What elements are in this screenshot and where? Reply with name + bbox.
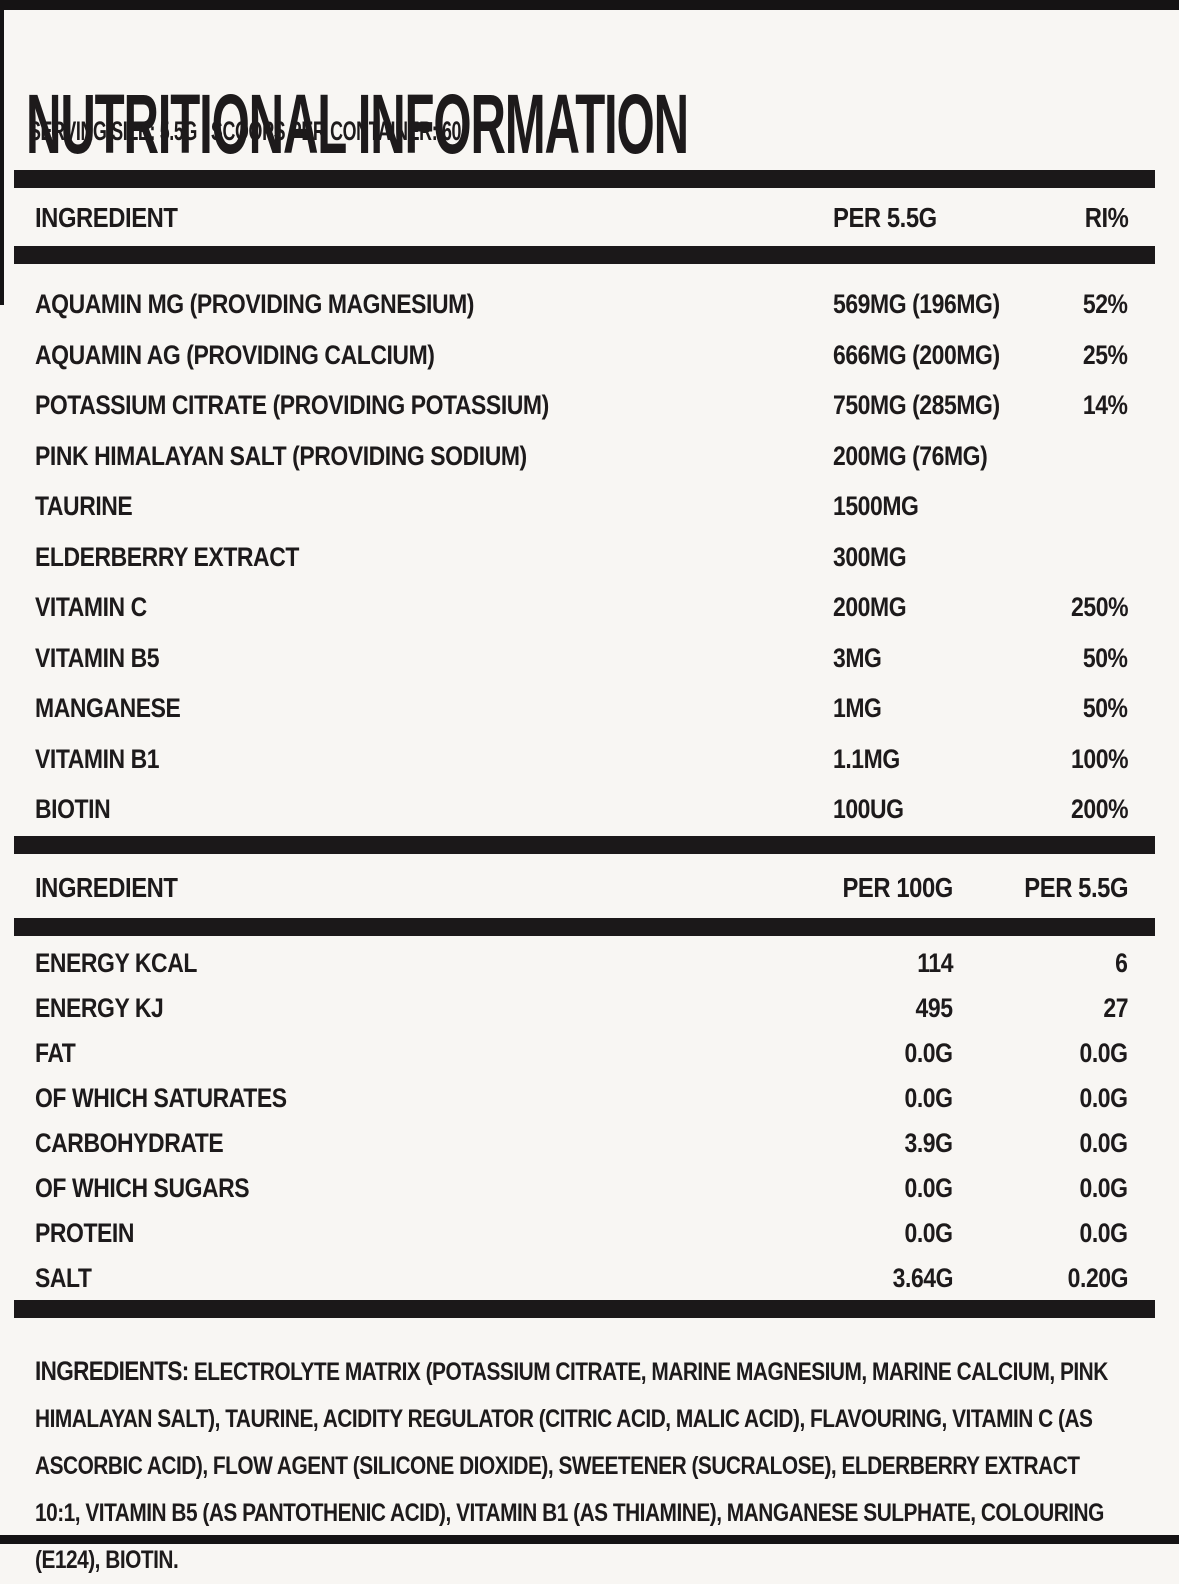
ingredient-amount: 750MG (285MG)	[833, 390, 1000, 421]
ingredient-name: TAURINE	[35, 491, 133, 522]
table1-header: INGREDIENT PER 5.5G RI%	[35, 190, 1128, 246]
ingredient-amount: 200MG (76MG)	[833, 440, 988, 471]
nutrient-name: ENERGY KJ	[35, 993, 164, 1024]
ingredient-amount: 200MG	[833, 592, 907, 623]
table-row: AQUAMIN MG (PROVIDING MAGNESIUM) 569MG (…	[35, 279, 1128, 330]
nutrient-name: OF WHICH SATURATES	[35, 1083, 287, 1114]
nutrient-per-5-5g: 0.0G	[1079, 1173, 1128, 1204]
nutrient-per-100g: 3.64G	[892, 1263, 954, 1294]
table-row: VITAMIN B1 1.1MG 100%	[35, 734, 1128, 785]
ingredient-amount: 1MG	[833, 693, 882, 724]
table-row: VITAMIN B5 3MG 50%	[35, 633, 1128, 684]
bottom-border-bar	[0, 1535, 1179, 1544]
table-row: AQUAMIN AG (PROVIDING CALCIUM) 666MG (20…	[35, 330, 1128, 381]
nutrient-per-5-5g: 0.0G	[1079, 1128, 1128, 1159]
nutrient-per-5-5g: 0.20G	[1067, 1263, 1129, 1294]
ingredient-amount: 100UG	[833, 794, 904, 825]
nutrient-name: PROTEIN	[35, 1218, 135, 1249]
column-ingredient: INGREDIENT	[35, 872, 178, 904]
nutrient-name: CARBOHYDRATE	[35, 1128, 224, 1159]
ingredient-name: ELDERBERRY EXTRACT	[35, 541, 299, 572]
ingredient-amount: 3MG	[833, 642, 882, 673]
column-ri-percent: RI%	[1084, 202, 1128, 234]
ingredient-name: VITAMIN B5	[35, 642, 160, 673]
ingredient-ri: 250%	[1070, 592, 1128, 623]
nutrient-per-100g: 114	[917, 948, 953, 979]
divider-bar	[14, 246, 1155, 264]
ingredient-ri: 100%	[1070, 743, 1128, 774]
ingredient-amount: 666MG (200MG)	[833, 339, 1000, 370]
table-row: ENERGY KCAL 114 6	[35, 941, 1128, 986]
table-row: PINK HIMALAYAN SALT (PROVIDING SODIUM) 2…	[35, 431, 1128, 482]
ingredient-ri: 50%	[1083, 693, 1128, 724]
table-row: MANGANESE 1MG 50%	[35, 683, 1128, 734]
table-row: ELDERBERRY EXTRACT 300MG	[35, 532, 1128, 583]
table-row: ENERGY KJ 495 27	[35, 986, 1128, 1031]
ingredient-ri: 25%	[1083, 339, 1128, 370]
table-row: CARBOHYDRATE 3.9G 0.0G	[35, 1121, 1128, 1166]
column-per-5-5g: PER 5.5G	[833, 202, 937, 234]
nutrient-name: ENERGY KCAL	[35, 948, 197, 979]
ingredient-amount: 1500MG	[833, 491, 919, 522]
table-row: FAT 0.0G 0.0G	[35, 1031, 1128, 1076]
column-per-5-5g: PER 5.5G	[1024, 872, 1128, 904]
table-row: PROTEIN 0.0G 0.0G	[35, 1211, 1128, 1256]
ingredients-text: ELECTROLYTE MATRIX (POTASSIUM CITRATE, M…	[35, 1358, 1108, 1574]
divider-bar	[14, 1300, 1155, 1318]
ingredients-label: INGREDIENTS:	[35, 1356, 189, 1386]
nutrient-name: FAT	[35, 1038, 76, 1069]
nutrient-per-100g: 0.0G	[904, 1173, 953, 1204]
column-per-100g: PER 100G	[842, 872, 954, 904]
table-row: TAURINE 1500MG	[35, 481, 1128, 532]
ingredient-ri	[1018, 492, 1128, 520]
table1-body: AQUAMIN MG (PROVIDING MAGNESIUM) 569MG (…	[35, 279, 1128, 835]
nutrient-per-100g: 0.0G	[904, 1083, 953, 1114]
nutrient-per-100g: 495	[915, 993, 953, 1024]
nutrient-per-100g: 3.9G	[904, 1128, 953, 1159]
ingredient-name: BIOTIN	[35, 794, 111, 825]
nutrient-per-5-5g: 0.0G	[1079, 1083, 1128, 1114]
ingredient-name: VITAMIN C	[35, 592, 147, 623]
ingredient-amount: 569MG (196MG)	[833, 289, 1000, 320]
page-title: NUTRITIONAL INFORMATION	[26, 77, 689, 172]
table-row: POTASSIUM CITRATE (PROVIDING POTASSIUM) …	[35, 380, 1128, 431]
ingredient-name: PINK HIMALAYAN SALT (PROVIDING SODIUM)	[35, 440, 527, 471]
ingredient-name: AQUAMIN MG (PROVIDING MAGNESIUM)	[35, 289, 475, 320]
table-row: OF WHICH SATURATES 0.0G 0.0G	[35, 1076, 1128, 1121]
nutrient-name: OF WHICH SUGARS	[35, 1173, 250, 1204]
ingredient-name: AQUAMIN AG (PROVIDING CALCIUM)	[35, 339, 435, 370]
ingredient-ri: 50%	[1083, 642, 1128, 673]
column-ingredient: INGREDIENT	[35, 202, 178, 234]
ingredient-ri: 52%	[1083, 289, 1128, 320]
ingredient-ri	[1018, 543, 1128, 571]
nutrient-per-100g: 0.0G	[904, 1218, 953, 1249]
table2-body: ENERGY KCAL 114 6 ENERGY KJ 495 27 FAT 0…	[35, 941, 1128, 1301]
nutrient-per-5-5g: 0.0G	[1079, 1038, 1128, 1069]
ingredient-ri	[1018, 442, 1128, 470]
nutrient-per-100g: 0.0G	[904, 1038, 953, 1069]
table-row: OF WHICH SUGARS 0.0G 0.0G	[35, 1166, 1128, 1211]
divider-bar	[14, 170, 1155, 188]
nutrient-per-5-5g: 27	[1103, 993, 1128, 1024]
left-edge-strip	[0, 0, 4, 305]
table2-header: INGREDIENT PER 100G PER 5.5G	[35, 860, 1128, 916]
ingredient-name: POTASSIUM CITRATE (PROVIDING POTASSIUM)	[35, 390, 549, 421]
ingredients-paragraph: INGREDIENTS: ELECTROLYTE MATRIX (POTASSI…	[35, 1348, 1126, 1584]
nutrient-name: SALT	[35, 1263, 92, 1294]
table-row: SALT 3.64G 0.20G	[35, 1256, 1128, 1301]
ingredient-name: MANGANESE	[35, 693, 181, 724]
top-border-bar	[0, 0, 1179, 10]
ingredient-ri: 200%	[1070, 794, 1128, 825]
serving-info: SERVING SIZE: 5.5G | SCOOPS PER CONTAINE…	[29, 116, 462, 146]
table-row: BIOTIN 100UG 200%	[35, 784, 1128, 835]
table-row: VITAMIN C 200MG 250%	[35, 582, 1128, 633]
nutrient-per-5-5g: 6	[1115, 948, 1129, 979]
ingredient-name: VITAMIN B1	[35, 743, 160, 774]
nutrient-per-5-5g: 0.0G	[1079, 1218, 1128, 1249]
ingredient-amount: 1.1MG	[833, 743, 900, 774]
divider-bar	[14, 836, 1155, 854]
ingredient-ri: 14%	[1083, 390, 1128, 421]
ingredient-amount: 300MG	[833, 541, 907, 572]
divider-bar	[14, 918, 1155, 936]
